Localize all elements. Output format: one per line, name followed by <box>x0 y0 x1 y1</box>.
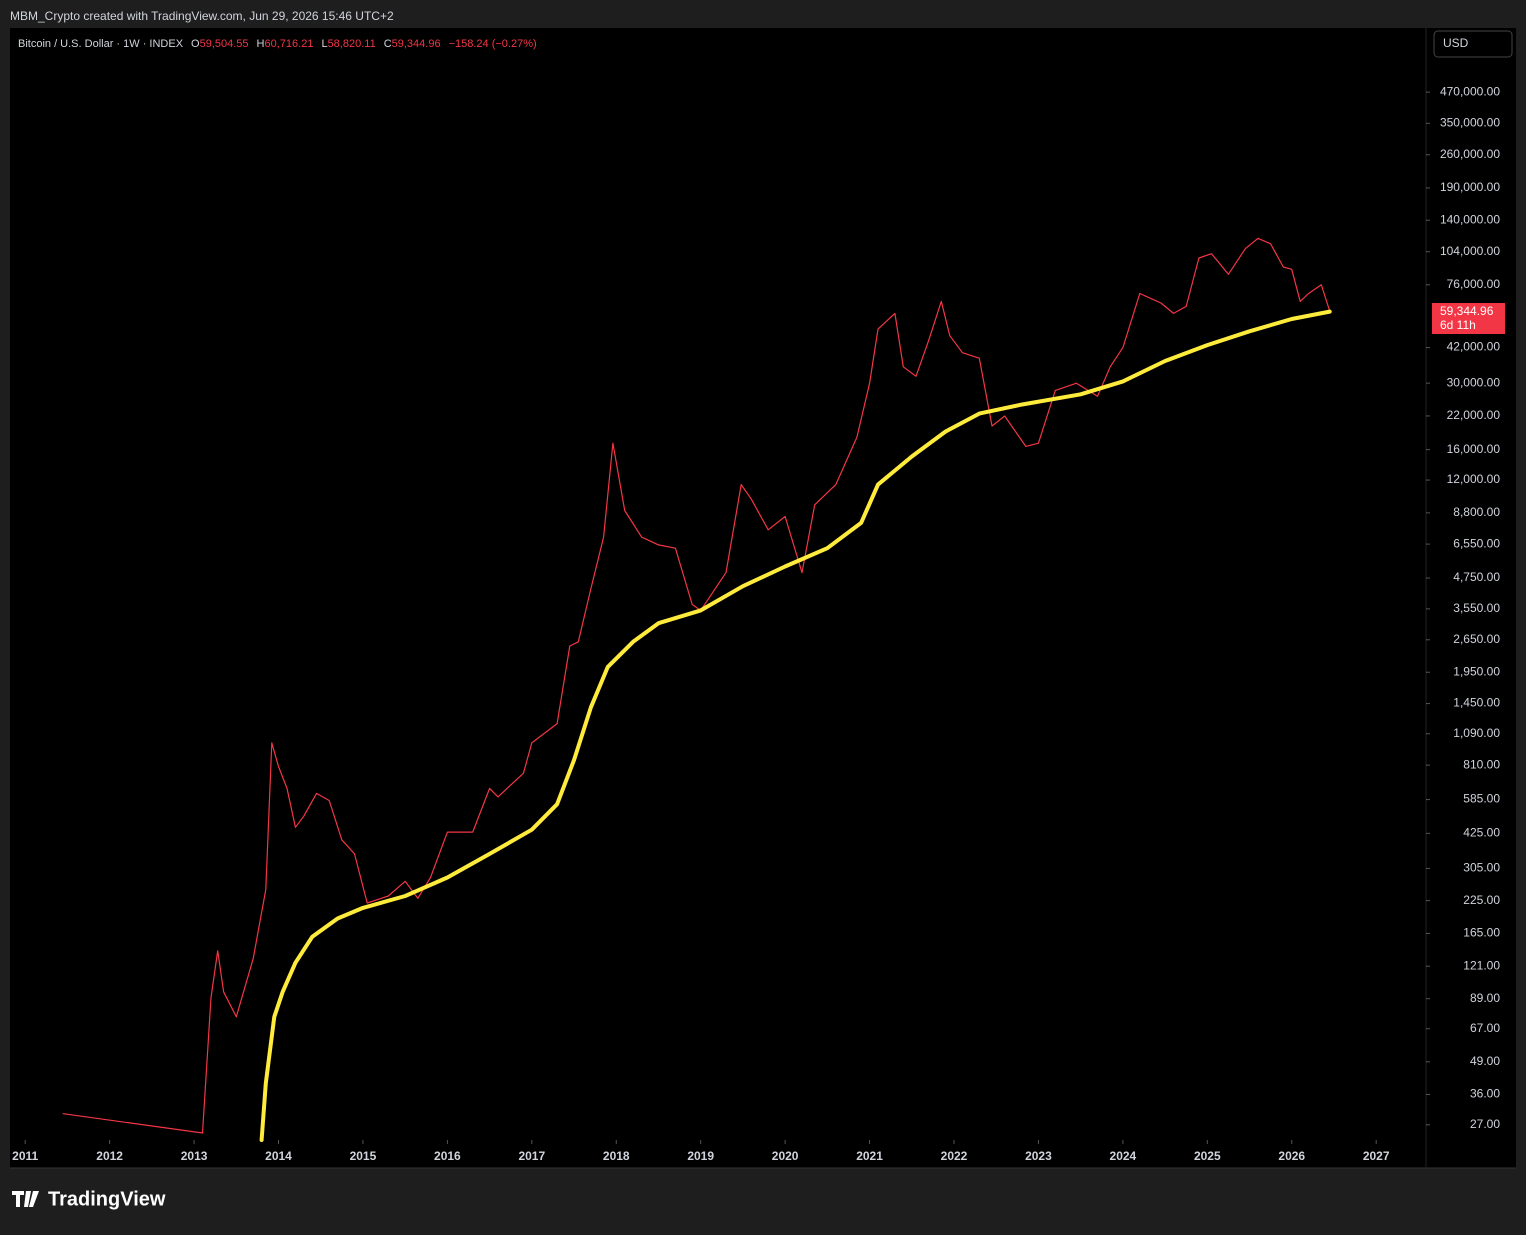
moving-average-line <box>259 309 1332 1142</box>
symbol-legend: Bitcoin / U.S. Dollar · 1W · INDEX O 59,5… <box>18 38 537 50</box>
ohlc-value: 60,716.21 <box>265 38 314 50</box>
y-tick-label: 30,000.00 <box>1447 375 1501 389</box>
ohlc-label: O <box>191 38 200 50</box>
y-tick-label: 810.00 <box>1463 757 1500 771</box>
ohlc-value: 58,820.11 <box>328 38 376 50</box>
currency[interactable]: USD <box>1443 36 1469 50</box>
attribution: MBM_Crypto created with TradingView.com,… <box>10 9 394 23</box>
x-tick-label: 2024 <box>1110 1149 1137 1163</box>
x-tick-label: 2016 <box>434 1149 461 1163</box>
x-tick-label: 2021 <box>856 1149 883 1163</box>
y-tick-label: 76,000.00 <box>1447 277 1501 291</box>
currency-button[interactable] <box>1433 30 1513 58</box>
last-price: 59,344.96 <box>1440 304 1494 318</box>
y-tick-label: 260,000.00 <box>1440 147 1500 161</box>
y-tick-label: 12,000.00 <box>1447 472 1501 486</box>
y-tick-label: 1,090.00 <box>1453 726 1500 740</box>
y-tick-label: 4,750.00 <box>1453 570 1500 584</box>
y-tick-label: 49.00 <box>1470 1054 1500 1068</box>
y-tick-label: 22,000.00 <box>1447 408 1501 422</box>
brand-logo <box>12 1191 39 1207</box>
y-tick-label: 3,550.00 <box>1453 601 1500 615</box>
y-tick-label: 225.00 <box>1463 893 1500 907</box>
y-tick-label: 6,550.00 <box>1453 536 1500 550</box>
x-tick-label: 2011 <box>12 1149 38 1163</box>
price-line <box>62 237 1331 1134</box>
y-tick-label: 190,000.00 <box>1440 180 1500 194</box>
y-tick-label: 350,000.00 <box>1440 115 1500 129</box>
y-tick-label: 27.00 <box>1470 1117 1500 1131</box>
y-tick-label: 8,800.00 <box>1453 505 1500 519</box>
x-tick-label: 2023 <box>1025 1149 1052 1163</box>
ohlc-value: 59,504.55 <box>200 38 249 50</box>
y-tick-label: 165.00 <box>1463 926 1500 940</box>
x-tick-label: 2019 <box>687 1149 714 1163</box>
x-tick-label: 2027 <box>1363 1149 1390 1163</box>
y-tick-label: 89.00 <box>1470 991 1500 1005</box>
x-tick-label: 2022 <box>941 1149 968 1163</box>
x-tick-label: 2026 <box>1278 1149 1305 1163</box>
y-tick-label: 67.00 <box>1470 1021 1500 1035</box>
y-tick-label: 1,950.00 <box>1453 664 1500 678</box>
y-tick-label: 585.00 <box>1463 792 1500 806</box>
y-tick-label: 305.00 <box>1463 861 1500 875</box>
y-tick-label: 121.00 <box>1463 958 1500 972</box>
x-tick-label: 2025 <box>1194 1149 1221 1163</box>
chart-panel <box>10 28 1516 1168</box>
y-tick-label: 425.00 <box>1463 826 1500 840</box>
y-tick-label: 36.00 <box>1470 1087 1500 1101</box>
y-tick-label: 470,000.00 <box>1440 84 1500 98</box>
x-tick-label: 2012 <box>96 1149 123 1163</box>
price-tag <box>1432 303 1505 334</box>
x-tick-label: 2013 <box>181 1149 208 1163</box>
y-tick-label: 2,650.00 <box>1453 632 1500 646</box>
change: −158.24 (−0.27%) <box>449 38 537 50</box>
countdown: 6d 11h <box>1440 318 1476 332</box>
ohlc-value: 59,344.96 <box>392 38 441 50</box>
x-tick-label: 2018 <box>603 1149 630 1163</box>
ohlc-label: L <box>321 38 327 50</box>
y-tick-label: 16,000.00 <box>1447 442 1501 456</box>
x-tick-label: 2014 <box>265 1149 292 1163</box>
x-tick-label: 2017 <box>518 1149 545 1163</box>
brand: TradingView <box>48 1188 166 1210</box>
ohlc-label: C <box>384 38 392 50</box>
y-tick-label: 1,450.00 <box>1453 696 1500 710</box>
y-tick-label: 140,000.00 <box>1440 212 1500 226</box>
y-tick-label: 104,000.00 <box>1440 244 1500 258</box>
x-tick-label: 2015 <box>350 1149 377 1163</box>
x-tick-label: 2020 <box>772 1149 799 1163</box>
ohlc-label: H <box>257 38 265 50</box>
symbol: Bitcoin / U.S. Dollar · 1W · INDEX <box>18 38 184 50</box>
y-tick-label: 42,000.00 <box>1447 340 1501 354</box>
